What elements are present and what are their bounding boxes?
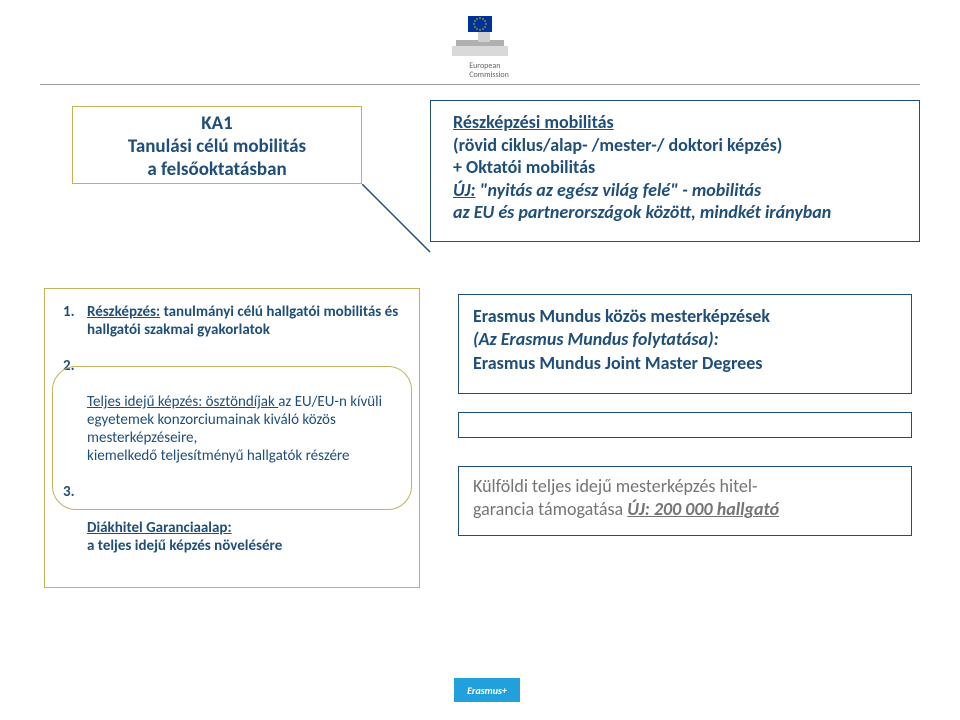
list3-prefix: Diákhitel Garanciaalap: (87, 519, 232, 537)
list-num-3: 3. (63, 483, 75, 501)
list-num-1: 1. (63, 303, 75, 321)
ec-logo-text: European Commission (469, 62, 509, 80)
reszk-l2: + Oktatói mobilitás (453, 156, 901, 179)
em-stub-box (458, 412, 912, 438)
em-line1: Erasmus Mundus közös mesterképzések (473, 305, 897, 328)
list3-rest: a teljes idejű képzés növelésére (87, 537, 282, 555)
list-item-1: 1. Részképzés: tanulmányi célú hallgatói… (63, 303, 403, 339)
erasmus-plus-tag: Erasmus+ (454, 678, 520, 702)
list-item-3: 3. Diákhitel Garanciaalap: a teljes idej… (63, 483, 403, 555)
list2-prefix: Teljes idejű képzés: ösztöndíjak (87, 393, 278, 411)
logo-line2: Commission (469, 71, 509, 80)
guarantee-l1: Külföldi teljes idejű mesterképzés hitel… (473, 475, 897, 498)
reszk-l4: az EU és partnerországok között, mindkét… (453, 201, 901, 224)
erasmus-plus-label: Erasmus+ (467, 684, 507, 697)
list-item-2: 2. Teljes idejű képzés: ösztöndíjak az E… (63, 357, 403, 465)
guarantee-box: Külföldi teljes idejű mesterképzés hitel… (458, 466, 912, 536)
list-box: 1. Részképzés: tanulmányi célú hallgatói… (44, 288, 420, 588)
reszk-title: Részképzési mobilitás (453, 111, 614, 133)
reszkepzesi-box: Részképzési mobilitás (rövid ciklus/alap… (430, 100, 920, 242)
ka1-box: KA1 Tanulási célú mobilitás a felsőoktat… (72, 106, 362, 184)
ec-logo: European Commission (450, 10, 510, 84)
logo-area: European Commission (0, 10, 960, 84)
ka1-line1: Tanulási célú mobilitás (81, 136, 353, 159)
reszk-l3: "nyitás az egész világ felé" - mobilitás (476, 179, 762, 201)
eu-flag-icon (450, 10, 510, 60)
erasmus-mundus-box: Erasmus Mundus közös mesterképzések (Az … (458, 294, 912, 394)
reszk-l1: (rövid ciklus/alap- /mester-/ doktori ké… (453, 134, 901, 157)
list-num-2: 2. (63, 357, 75, 375)
guarantee-l2a: garancia támogatása (473, 498, 627, 520)
reszk-uj: ÚJ: (453, 179, 476, 201)
ka1-label: KA1 (81, 113, 353, 136)
em-line3: Erasmus Mundus Joint Master Degrees (473, 352, 897, 375)
em-line2: (Az Erasmus Mundus folytatása): (473, 328, 897, 351)
guarantee-l2b: ÚJ: 200 000 hallgató (627, 498, 779, 520)
header-rule (40, 84, 920, 85)
list1-prefix: Részképzés: (87, 303, 160, 321)
connector-line (362, 184, 432, 254)
ka1-line2: a felsőoktatásban (81, 159, 353, 182)
